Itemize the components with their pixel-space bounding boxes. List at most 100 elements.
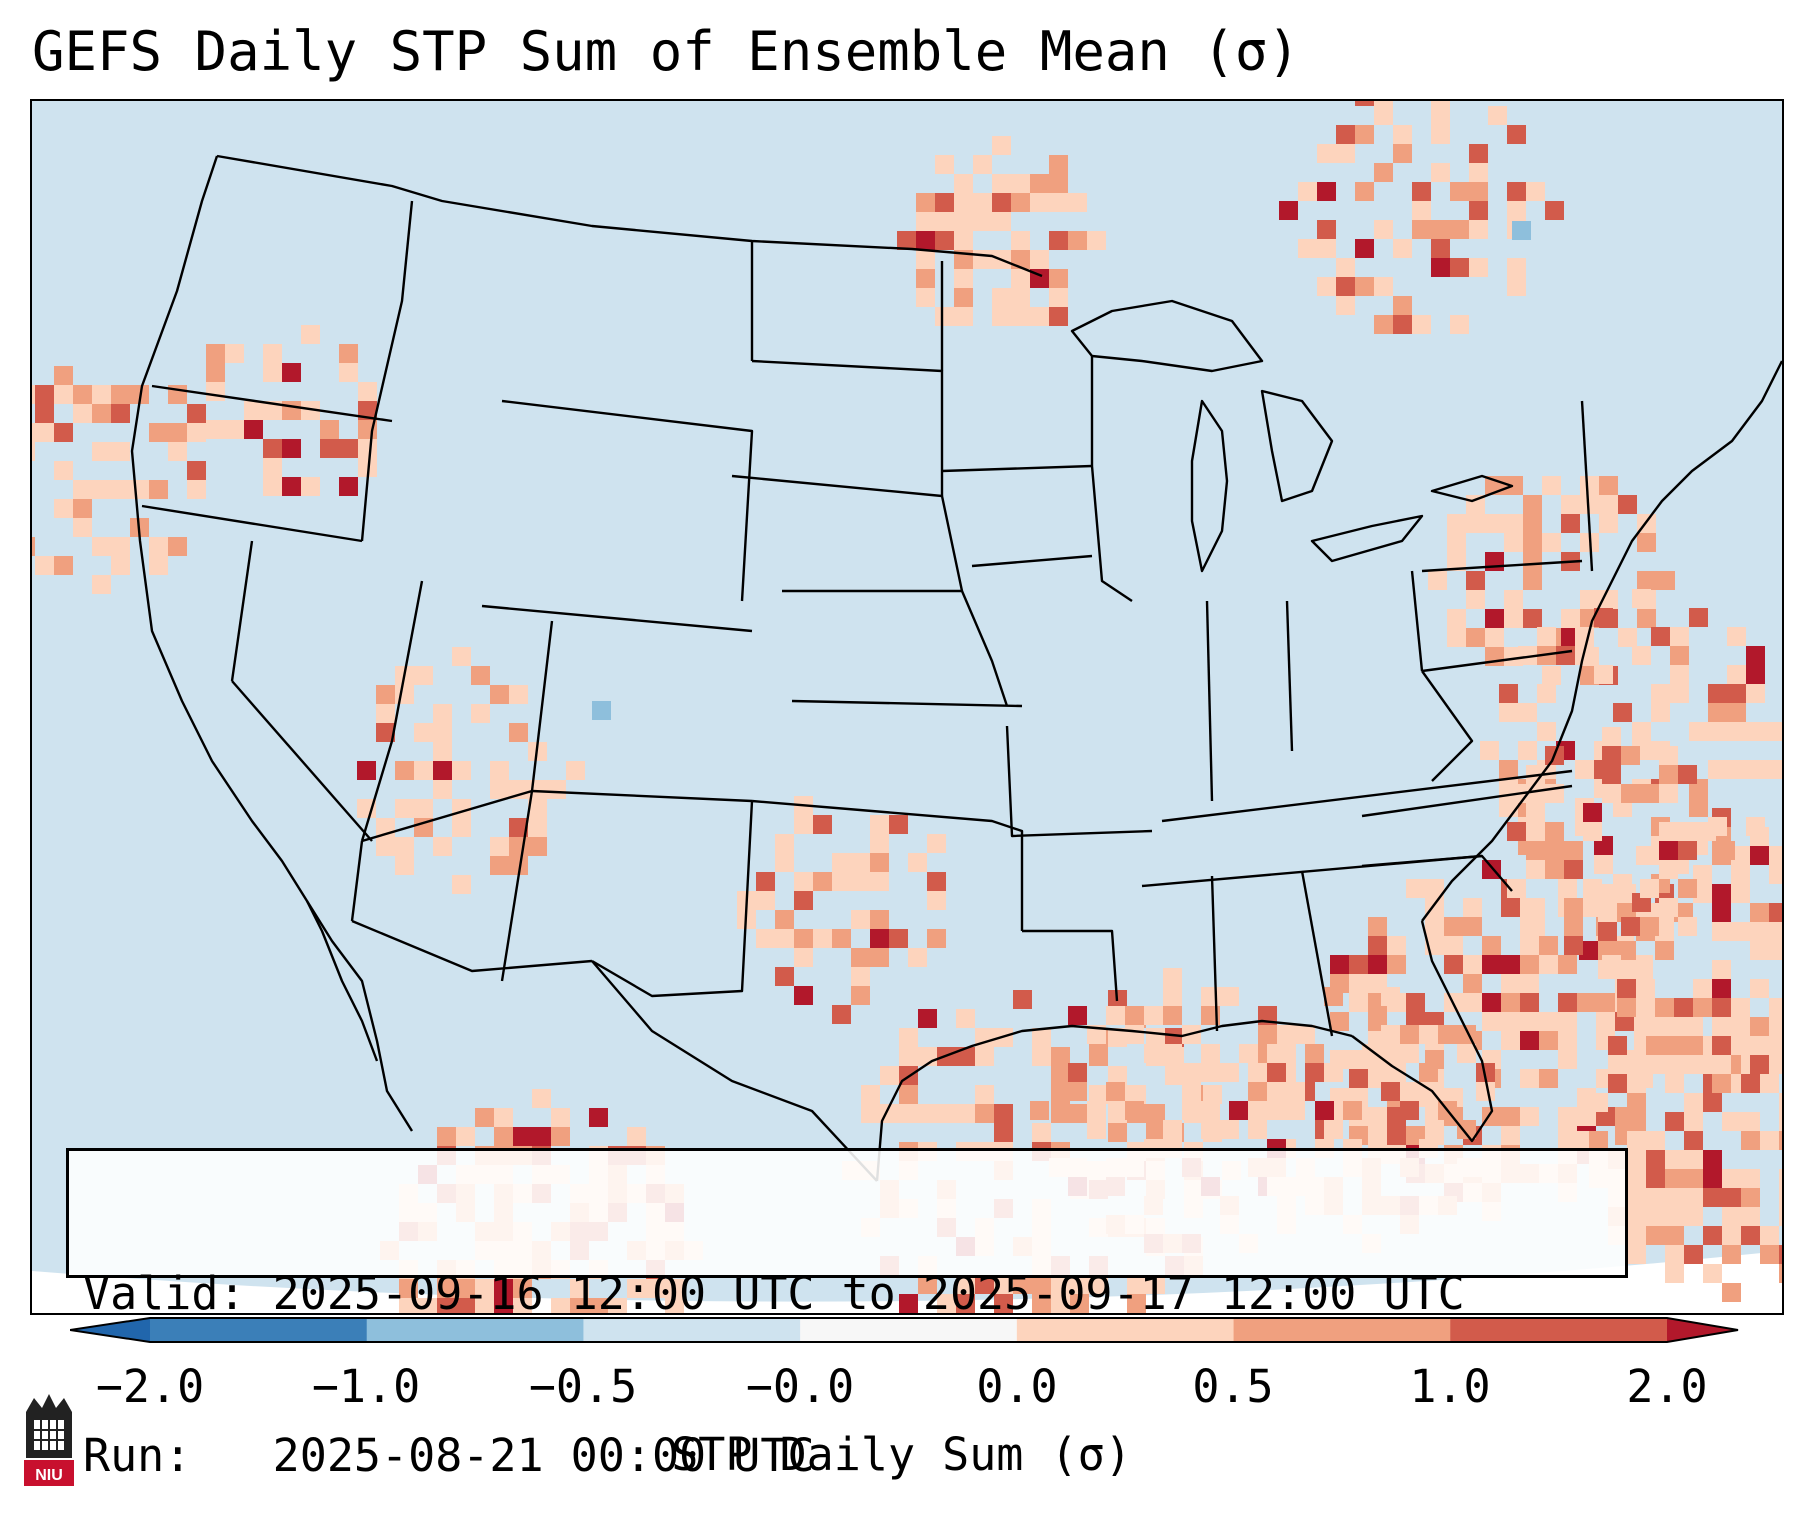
stp-cell [532,1127,551,1146]
stp-cell [475,1279,494,1298]
stp-cell [1636,979,1655,998]
stp-cell [1412,182,1431,201]
stp-cell [1769,865,1782,884]
stp-cell [528,818,547,837]
stp-cell [1523,495,1542,514]
stp-cell [813,929,832,948]
stp-cell [1665,1188,1684,1207]
stp-cell [1400,1082,1419,1101]
border-co-nm [531,789,753,803]
stp-cell [1712,960,1731,979]
stp-cell [1277,1025,1296,1044]
stp-cell [54,461,73,480]
stp-cell [399,1279,418,1298]
stp-cell [1393,144,1412,163]
stp-cell [992,212,1011,231]
stp-cell [1741,1112,1760,1131]
stp-cell [1507,822,1526,841]
stp-cell [1406,879,1425,898]
stp-cell [1523,571,1542,590]
stp-cell [187,480,206,499]
stp-cell [851,948,870,967]
stp-cell [1659,860,1678,879]
stp-cell [851,986,870,1005]
run-row: Run: 2025-08-21 00:00 UTC [83,1429,1611,1483]
stp-cell [1520,955,1539,974]
stp-cell [1466,590,1485,609]
stp-cell [1618,495,1637,514]
stp-cell [1632,646,1651,665]
stp-cell [937,1104,956,1123]
stp-cell [54,385,73,404]
stp-cell [1727,703,1746,722]
cbar-tick-4: −0.0 [745,1360,855,1413]
stp-cell [1163,1120,1182,1139]
stp-cell [1108,1104,1127,1123]
map-svg [32,101,1782,1313]
stp-cell [225,344,244,363]
stp-cell [1697,822,1716,841]
stp-cell [1746,646,1765,665]
stp-cell [301,325,320,344]
stp-cell [437,1127,456,1146]
stp-cell [994,1294,1013,1313]
cbar-tick-5: 0.0 [976,1360,1058,1413]
stp-cell [1727,684,1746,703]
stp-cell [1438,1025,1457,1044]
stp-cell [1457,1120,1476,1139]
stp-cell [1011,193,1030,212]
stp-cell [1201,1063,1220,1082]
stp-cell [1507,125,1526,144]
stp-cell [935,193,954,212]
coastline-florida [1351,920,1494,1143]
stp-cell [263,477,282,496]
stp-cell [1731,865,1750,884]
stp-cell [1608,1036,1627,1055]
run-label: Run: [83,1429,192,1482]
stp-cell [1655,922,1674,941]
stp-cell [1632,589,1651,608]
stp-cell [1594,665,1613,684]
stp-cell [1051,1104,1070,1123]
stp-cell [1182,1101,1201,1120]
stp-cell [73,385,92,404]
stp-cell [1646,1150,1665,1169]
stp-cell [376,685,395,704]
stp-cell [1457,1044,1476,1063]
stp-cell [1693,998,1712,1017]
stp-cell [1087,1120,1106,1139]
stp-cell [1722,1226,1741,1245]
stp-cell [570,1279,589,1298]
stp-cell [1659,822,1678,841]
stp-cell [433,780,452,799]
stp-cell [1765,760,1782,779]
stp-cell [1480,741,1499,760]
stp-cell [111,556,130,575]
stp-cell [1051,1066,1070,1085]
stp-cell [1750,846,1769,865]
stp-cell [1089,1275,1108,1294]
stp-cell [1712,998,1731,1017]
stp-cell [32,442,35,461]
stp-cell [1507,277,1526,296]
stp-cell [263,439,282,458]
stp-cell [1526,841,1545,860]
stp-cell [1013,990,1032,1009]
stp-cell [1165,1028,1184,1047]
stp-cell [916,231,935,250]
cbar-tick-6: 0.5 [1192,1360,1274,1413]
stp-cell [1011,231,1030,250]
stp-cell [1279,201,1298,220]
stp-cell [1731,884,1750,903]
stp-cell [263,363,282,382]
stp-cell [1523,514,1542,533]
stp-cell [35,385,54,404]
stp-cell [1689,798,1708,817]
stp-cell [149,480,168,499]
stp-cell [861,1104,880,1123]
cbar-tick-2: −1.0 [311,1360,421,1413]
stp-cell [1032,1028,1051,1047]
stp-cell [1678,879,1697,898]
stp-cell [1520,1107,1539,1126]
stp-cell [1589,1093,1608,1112]
